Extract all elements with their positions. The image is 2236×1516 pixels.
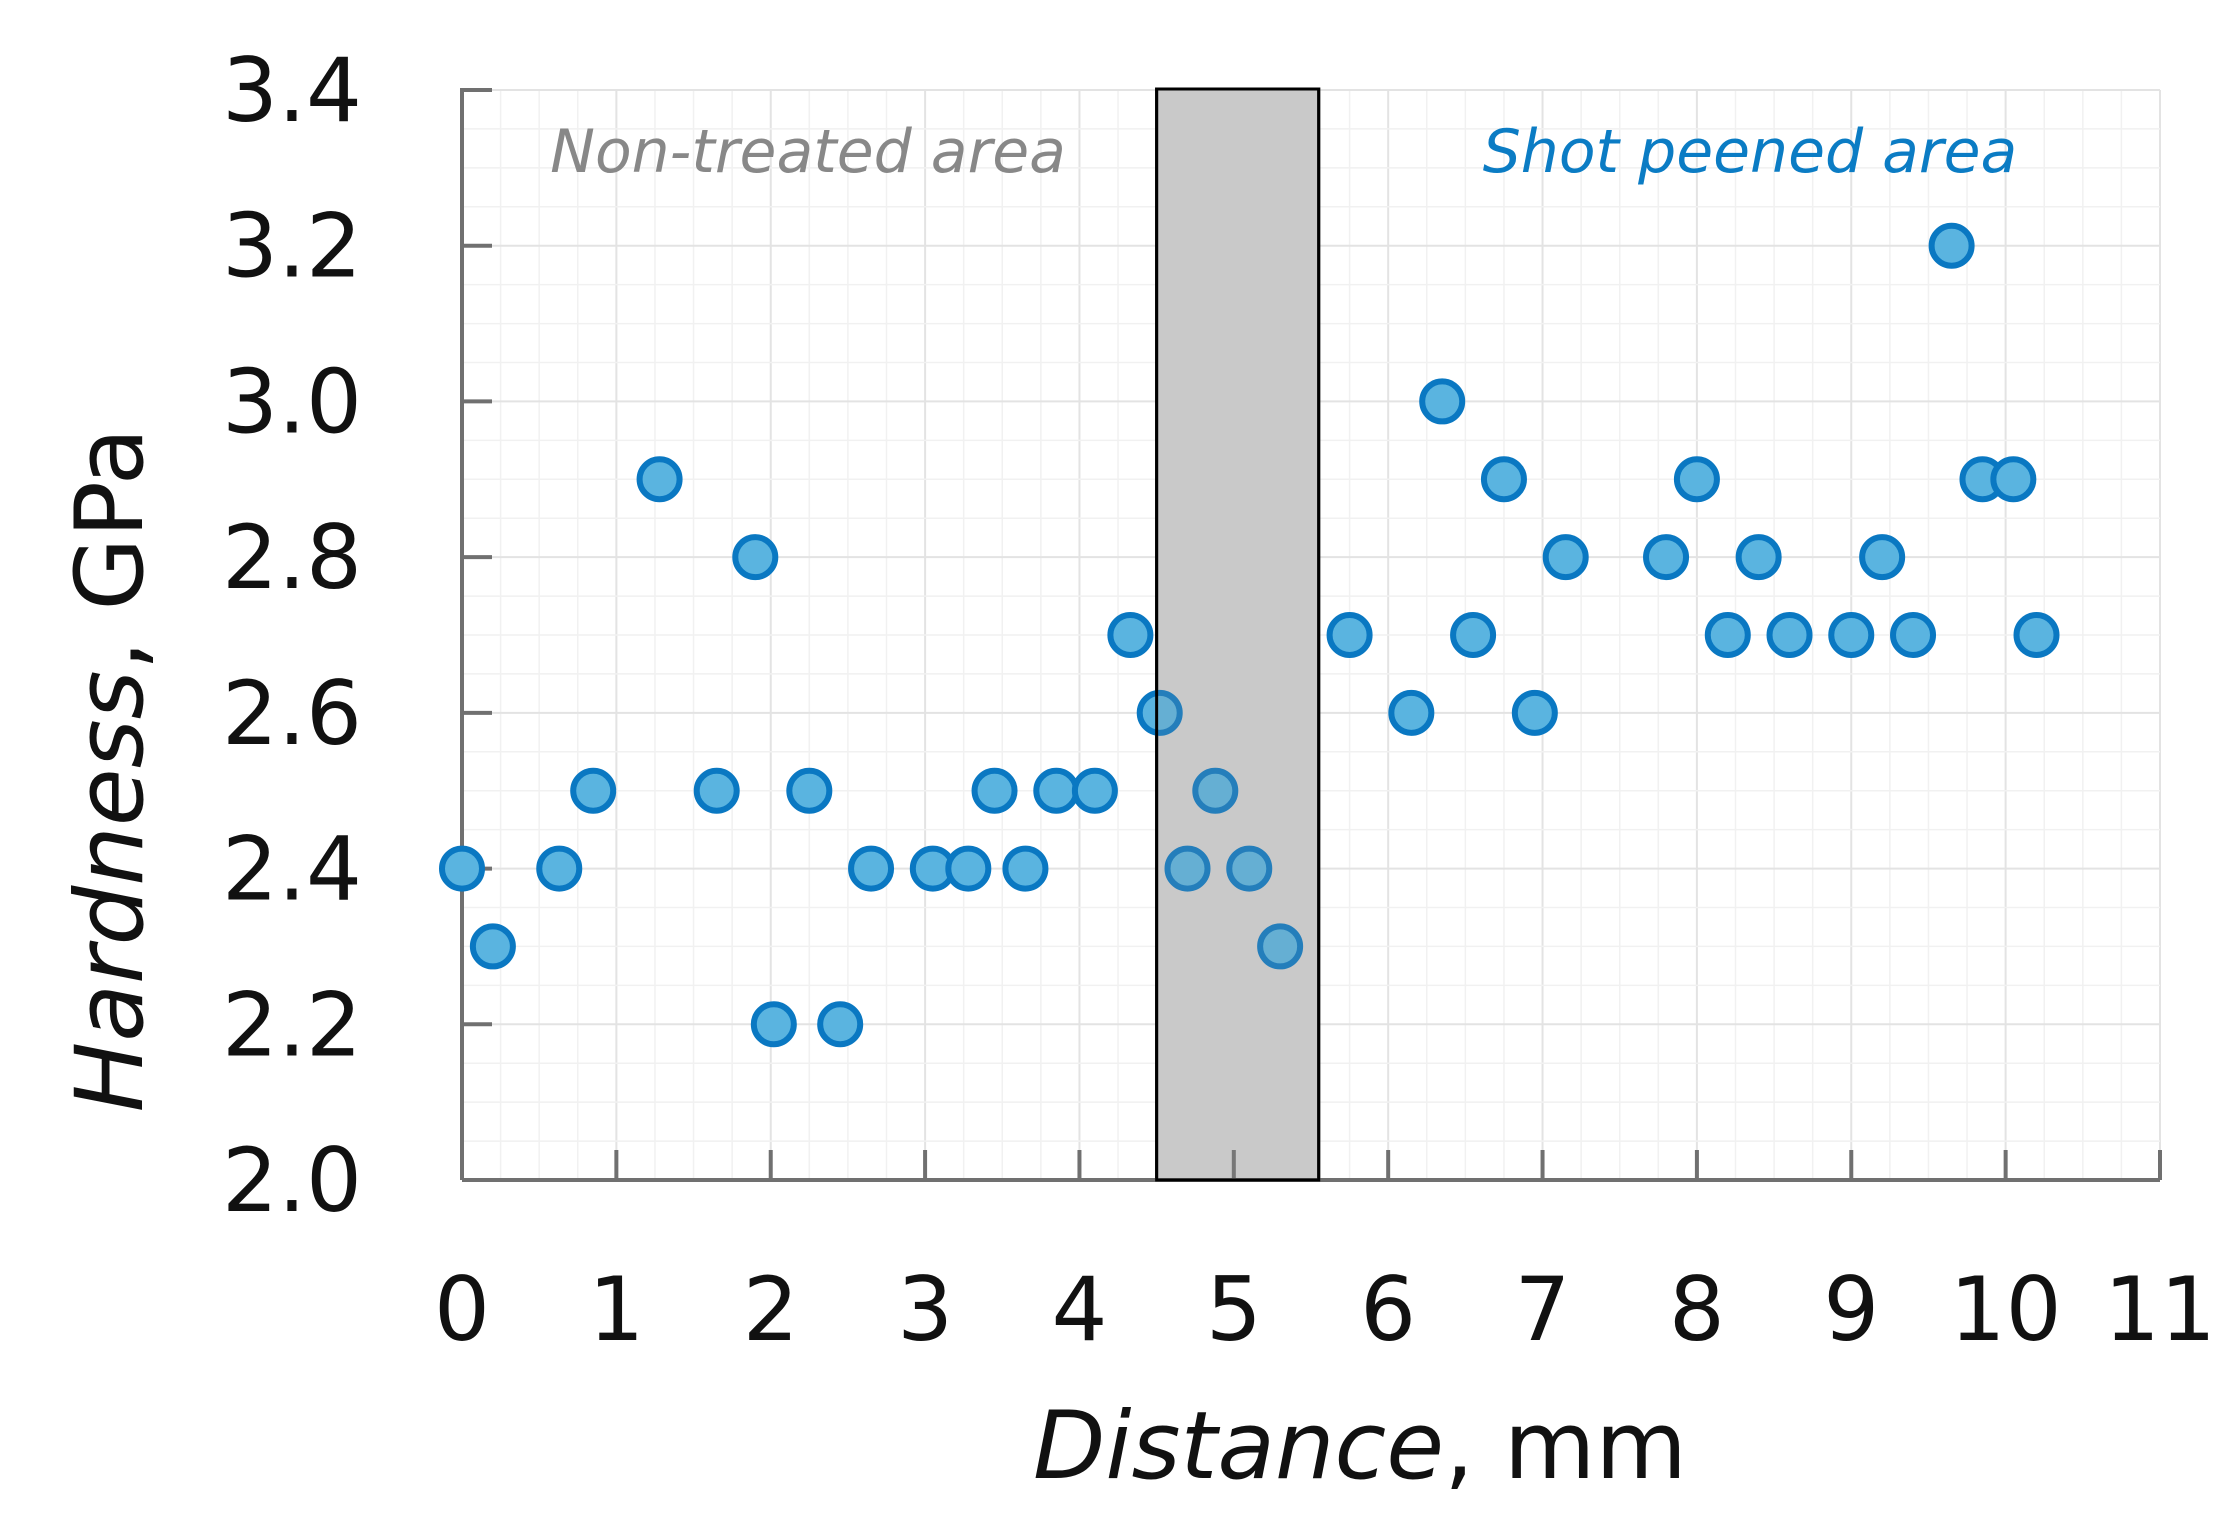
y-tick-label: 2.8 (222, 506, 362, 609)
data-point (1071, 767, 1118, 814)
tick-labels: 0 1 2 3 4 5 6 7 8 9 10 11 2.0 2.2 2.4 2.6 2.8 3.0 3.2 3.4 (222, 39, 2216, 1361)
y-tick-label: 3.0 (222, 350, 362, 453)
x-tick-label: 1 (588, 1258, 644, 1361)
data-point (1643, 534, 1690, 581)
data-point (570, 767, 617, 814)
data-point (1136, 689, 1183, 736)
data-point (817, 1001, 864, 1048)
data-point (1326, 612, 1373, 658)
data-point (1890, 612, 1937, 658)
data-point (848, 845, 895, 892)
y-tick-label: 2.4 (222, 818, 362, 921)
x-axis-title: Distance, mm (1033, 1392, 1687, 1501)
data-point (1859, 534, 1906, 581)
data-point (1388, 689, 1435, 736)
data-point (693, 767, 740, 814)
x-tick-label: 2 (743, 1258, 799, 1361)
data-point (636, 456, 683, 503)
data-point (1990, 456, 2037, 503)
data-point (786, 767, 833, 814)
y-tick-label: 2.6 (222, 662, 362, 765)
x-tick-label: 6 (1360, 1258, 1416, 1361)
x-axis-title-italic: Distance (1033, 1392, 1444, 1501)
transition-zone-overlay (1155, 87, 1321, 1182)
data-point (1480, 456, 1527, 503)
data-point (469, 923, 516, 970)
y-tick-label: 2.2 (222, 973, 362, 1076)
data-point (2013, 612, 2060, 658)
data-point (1704, 612, 1751, 658)
annotation-non-treated-area: Non-treated area (550, 117, 1066, 187)
x-tick-label: 4 (1051, 1258, 1107, 1361)
data-point (1192, 767, 1239, 814)
data-point (1107, 612, 1154, 658)
y-axis-title: Hardness, GPa (56, 428, 165, 1113)
data-point (1542, 534, 1589, 581)
y-tick-label: 3.2 (222, 195, 362, 298)
data-point (750, 1001, 797, 1048)
data-point (732, 534, 779, 581)
data-point (1257, 923, 1304, 970)
data-point (945, 845, 992, 892)
x-tick-label: 5 (1206, 1258, 1262, 1361)
x-tick-label: 7 (1515, 1258, 1571, 1361)
data-point (1828, 612, 1875, 658)
data-point (1002, 845, 1049, 892)
x-axis-title-unit: , mm (1444, 1392, 1687, 1501)
data-point (1226, 845, 1273, 892)
data-point (971, 767, 1018, 814)
x-tick-label: 3 (897, 1258, 953, 1361)
data-point (1735, 534, 1782, 581)
data-point (1450, 612, 1497, 658)
data-point (1673, 456, 1720, 503)
y-axis-title-unit: , GPa (56, 428, 165, 671)
data-point (1766, 612, 1813, 658)
data-point (1511, 689, 1558, 736)
y-tick-label: 2.0 (222, 1129, 362, 1232)
x-tick-label: 0 (434, 1258, 490, 1361)
y-axis-title-italic: Hardness (56, 670, 165, 1112)
data-point (439, 845, 485, 892)
x-tick-label: 8 (1669, 1258, 1725, 1361)
x-tick-label: 9 (1823, 1258, 1879, 1361)
transition-zone-rect (1155, 87, 1321, 1182)
data-point (1033, 767, 1080, 814)
annotation-shot-peened-area: Shot peened area (1483, 117, 2018, 187)
data-point (1419, 378, 1466, 425)
transition-zone-layer (1155, 87, 1321, 1182)
data-point (1928, 222, 1975, 269)
x-tick-label: 10 (1950, 1258, 2062, 1361)
data-point (536, 845, 583, 892)
x-tick-label: 11 (2104, 1258, 2216, 1361)
data-point (1164, 845, 1211, 892)
y-tick-label: 3.4 (222, 39, 362, 142)
data-points (439, 87, 2060, 1182)
